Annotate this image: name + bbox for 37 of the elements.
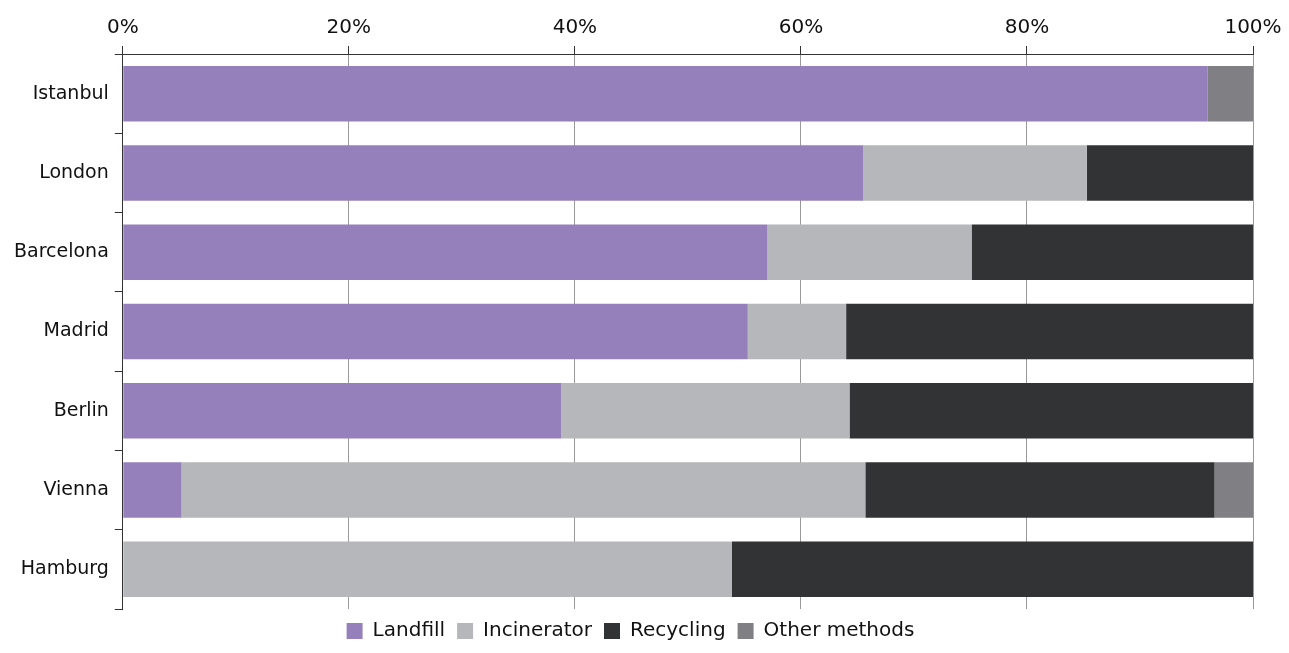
y-tick-label: Vienna <box>43 477 109 500</box>
bar <box>123 65 1208 122</box>
bar <box>1207 65 1253 122</box>
bar <box>181 462 866 518</box>
bar <box>123 224 768 280</box>
y-tick-label: Istanbul <box>32 80 109 103</box>
bar <box>561 383 850 439</box>
bar <box>846 303 1253 360</box>
bar <box>123 383 562 439</box>
x-tick-label: 100% <box>1224 14 1282 39</box>
bar <box>863 145 1087 201</box>
bar <box>1086 145 1253 201</box>
x-tick-label: 80% <box>1004 14 1050 39</box>
bar <box>849 383 1253 439</box>
legend-label: Landfill <box>372 617 446 642</box>
y-tick-label: Madrid <box>43 318 109 341</box>
bar <box>747 303 847 360</box>
y-tick-label: London <box>39 159 109 182</box>
x-tick-label: 40% <box>552 14 598 39</box>
legend-label: Recycling <box>629 617 726 642</box>
bar <box>123 541 732 598</box>
bar <box>731 541 1253 598</box>
legend-label: Other methods <box>763 617 915 642</box>
x-tick-label: 20% <box>326 14 372 39</box>
y-tick-label: Berlin <box>53 397 109 420</box>
bar <box>123 462 182 518</box>
y-tick-label: Barcelona <box>14 239 109 262</box>
bar <box>865 462 1215 518</box>
bar <box>123 303 748 360</box>
bar <box>1214 462 1253 518</box>
y-tick-label: Hamburg <box>20 556 109 579</box>
bar <box>971 224 1253 280</box>
bar <box>123 145 864 201</box>
x-tick-label: 0% <box>106 14 139 39</box>
legend-label: Incinerator <box>483 617 593 642</box>
x-tick-label: 60% <box>778 14 824 39</box>
bar <box>767 224 972 280</box>
